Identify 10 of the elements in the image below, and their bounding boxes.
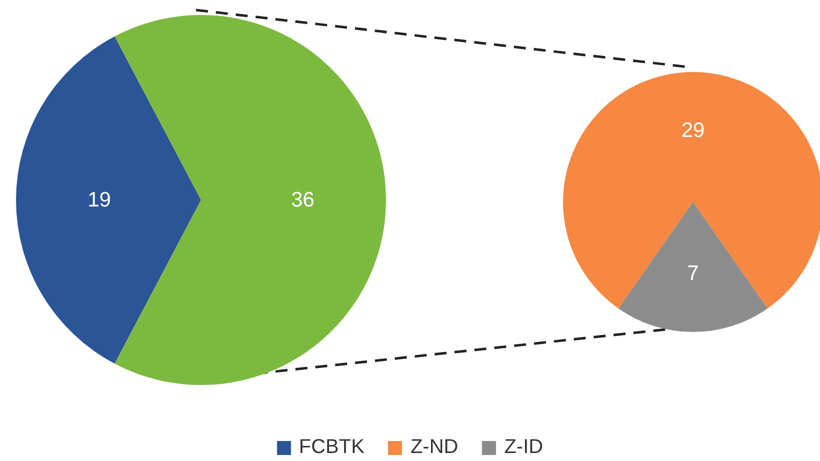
legend-label: Z-ID bbox=[504, 436, 544, 459]
data-label: 19 bbox=[88, 188, 111, 212]
pie-slice bbox=[618, 202, 768, 332]
data-label: 36 bbox=[291, 188, 314, 212]
legend-label: FCBTK bbox=[298, 436, 364, 459]
legend-label: Z-ND bbox=[410, 436, 458, 459]
pie-slice bbox=[16, 36, 201, 364]
data-label: 29 bbox=[681, 119, 705, 142]
data-label: 7 bbox=[687, 262, 699, 285]
pie-slice bbox=[114, 15, 386, 385]
